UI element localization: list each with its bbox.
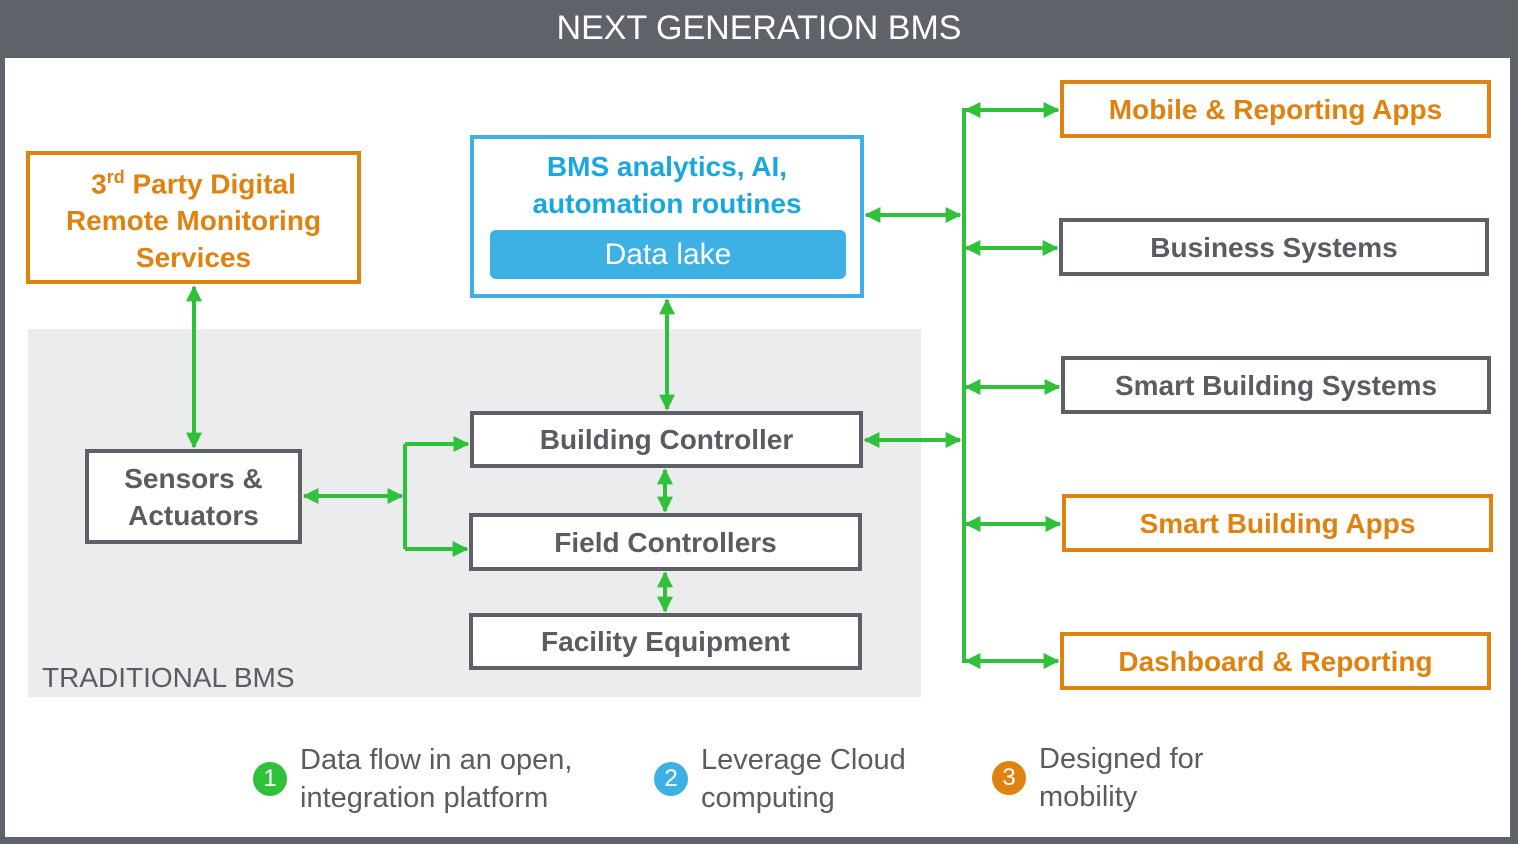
data-lake: Data lake xyxy=(490,230,846,279)
third-party-text: Remote Monitoring xyxy=(65,205,322,237)
diagram-title: NEXT GENERATION BMS xyxy=(556,9,962,47)
legend-text: integration platform xyxy=(300,782,549,814)
smart-building-apps-box: Smart Building Apps xyxy=(1062,494,1493,552)
legend-text: Designed for xyxy=(1039,743,1204,775)
number-badge-3: 3 xyxy=(992,761,1026,795)
sensors-text: Sensors & xyxy=(124,462,263,494)
smart-building-systems-box: Smart Building Systems xyxy=(1061,356,1491,414)
field-controllers-box: Field Controllers xyxy=(469,513,862,571)
analytics-text: automation routines xyxy=(532,188,802,219)
third-party-text: Party Digital xyxy=(124,168,296,200)
traditional-bms-label: TRADITIONAL BMS xyxy=(42,662,295,693)
number-badge-2: 2 xyxy=(654,762,688,796)
building-controller-box: Building Controller xyxy=(470,411,863,468)
number-badge-1: 1 xyxy=(253,762,287,796)
facility-equipment-box: Facility Equipment xyxy=(469,613,862,670)
legend-text: computing xyxy=(701,782,835,814)
legend-item-3: 3 Designed for mobility xyxy=(992,740,1203,816)
analytics-text: BMS analytics, AI, xyxy=(546,151,788,182)
legend-text: Leverage Cloud xyxy=(701,744,906,776)
legend-item-2: 2 Leverage Cloud computing xyxy=(654,741,906,817)
sensors-text: Actuators xyxy=(128,499,259,531)
legend-text: Data flow in an open, xyxy=(300,744,573,776)
legend-item-1: 1 Data flow in an open, integration platf… xyxy=(253,741,572,817)
third-party-sup: rd xyxy=(106,166,125,187)
third-party-text: 3 xyxy=(91,168,107,200)
business-systems-box: Business Systems xyxy=(1059,218,1489,276)
third-party-services-box: 3rd Party Digital Remote Monitoring Servic… xyxy=(26,151,361,284)
third-party-text: Services xyxy=(135,242,252,274)
dashboard-reporting-box: Dashboard & Reporting xyxy=(1060,632,1491,690)
sensors-actuators-box: Sensors & Actuators xyxy=(85,449,302,544)
legend-text: mobility xyxy=(1039,781,1138,813)
mobile-reporting-apps-box: Mobile & Reporting Apps xyxy=(1060,80,1491,138)
